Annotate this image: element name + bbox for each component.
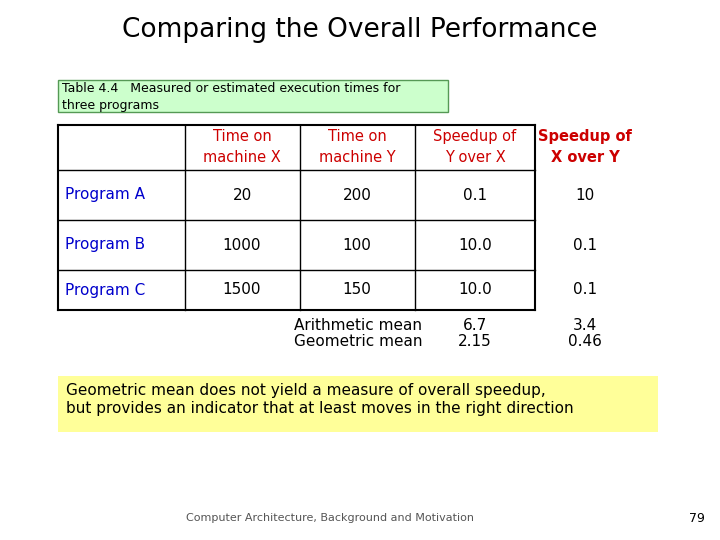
Text: three programs: three programs bbox=[62, 98, 159, 111]
Text: 100: 100 bbox=[343, 238, 372, 253]
Text: Computer Architecture, Background and Motivation: Computer Architecture, Background and Mo… bbox=[186, 513, 474, 523]
Text: 0.1: 0.1 bbox=[573, 238, 597, 253]
FancyBboxPatch shape bbox=[58, 376, 658, 432]
Text: 0.1: 0.1 bbox=[573, 282, 597, 298]
Text: Time on
machine Y: Time on machine Y bbox=[319, 129, 395, 165]
Text: Arithmetic mean: Arithmetic mean bbox=[294, 319, 422, 334]
Text: 3.4: 3.4 bbox=[573, 319, 597, 334]
Text: Speedup of
Y over X: Speedup of Y over X bbox=[433, 129, 516, 165]
Text: Program C: Program C bbox=[65, 282, 145, 298]
Text: Comparing the Overall Performance: Comparing the Overall Performance bbox=[122, 17, 598, 43]
Text: Geometric mean: Geometric mean bbox=[294, 334, 422, 349]
Text: Speedup of
X over Y: Speedup of X over Y bbox=[538, 129, 632, 165]
Text: 2.15: 2.15 bbox=[458, 334, 492, 349]
Text: 150: 150 bbox=[343, 282, 372, 298]
Text: 0.46: 0.46 bbox=[568, 334, 602, 349]
Text: 10.0: 10.0 bbox=[458, 238, 492, 253]
Text: 200: 200 bbox=[343, 187, 372, 202]
Text: 0.1: 0.1 bbox=[463, 187, 487, 202]
Text: Program A: Program A bbox=[65, 187, 145, 202]
Text: 79: 79 bbox=[689, 511, 705, 524]
Text: Time on
machine X: Time on machine X bbox=[203, 129, 281, 165]
Text: 1000: 1000 bbox=[222, 238, 261, 253]
Text: Geometric mean does not yield a measure of overall speedup,: Geometric mean does not yield a measure … bbox=[66, 382, 546, 397]
Text: Table 4.4   Measured or estimated execution times for: Table 4.4 Measured or estimated executio… bbox=[62, 82, 400, 94]
Text: 1500: 1500 bbox=[222, 282, 261, 298]
Text: 6.7: 6.7 bbox=[463, 319, 487, 334]
Text: 10.0: 10.0 bbox=[458, 282, 492, 298]
FancyBboxPatch shape bbox=[58, 80, 448, 112]
Text: Program B: Program B bbox=[65, 238, 145, 253]
Text: 20: 20 bbox=[233, 187, 251, 202]
Text: 10: 10 bbox=[575, 187, 595, 202]
Text: but provides an indicator that at least moves in the right direction: but provides an indicator that at least … bbox=[66, 401, 574, 415]
